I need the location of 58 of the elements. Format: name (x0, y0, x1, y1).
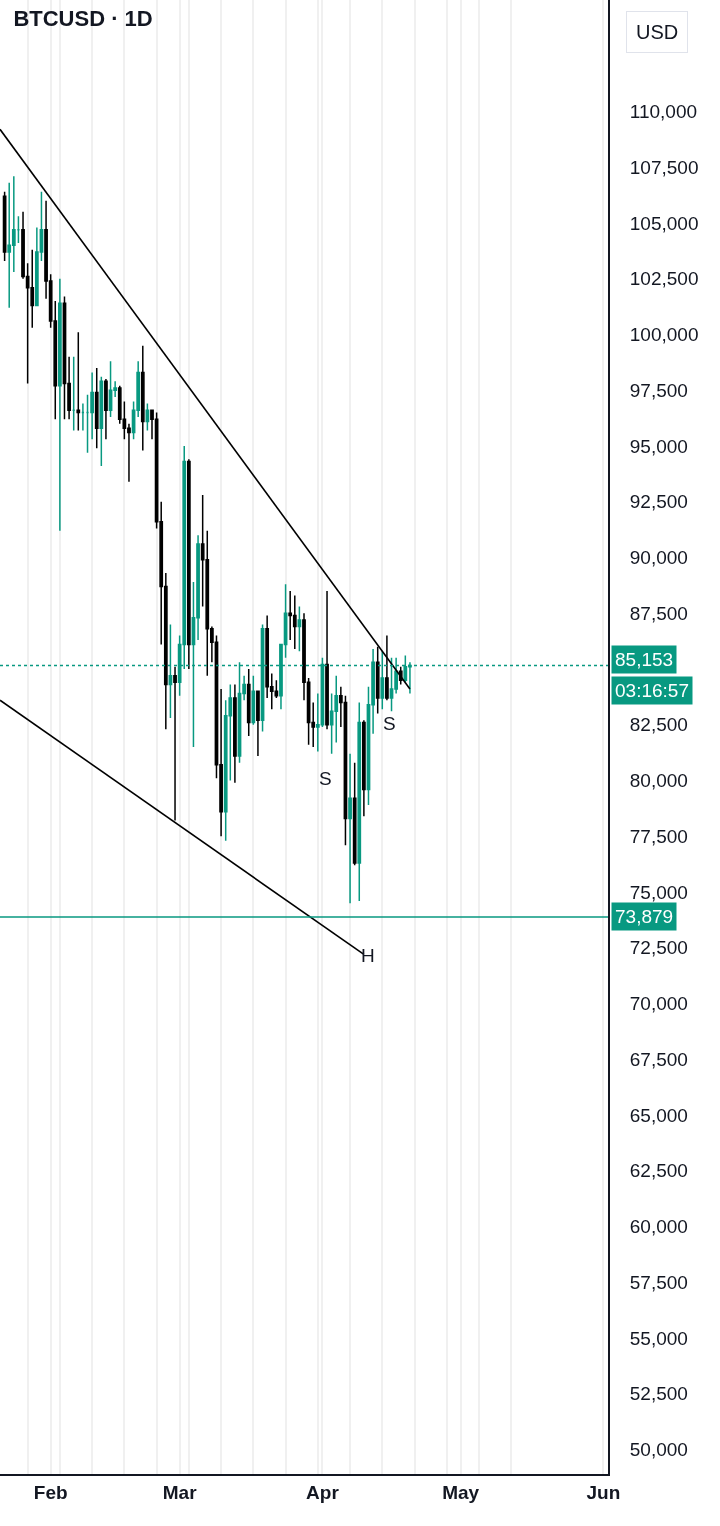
candlestick (357, 701, 362, 902)
candlestick (325, 590, 329, 730)
x-tick-label: Apr (306, 1481, 340, 1503)
y-tick-label: 52,500 (629, 1383, 688, 1405)
candlestick (256, 690, 260, 757)
y-tick-label: 92,500 (629, 491, 688, 513)
candlestick (140, 344, 145, 452)
candlestick (76, 331, 81, 432)
candlestick (71, 356, 76, 432)
y-tick-label: 55,000 (629, 1327, 688, 1349)
candlestick (81, 402, 85, 432)
y-tick-label: 75,000 (629, 881, 688, 903)
candlestick (352, 761, 357, 866)
y-tick-label: 87,500 (629, 602, 688, 624)
candlestick (297, 605, 302, 652)
candlestick (233, 683, 237, 784)
y-tick-label: 105,000 (629, 212, 699, 234)
candlestick (108, 360, 113, 418)
candlestick (58, 277, 62, 532)
y-tick-label: 102,500 (629, 268, 699, 290)
y-tick-label: 57,500 (629, 1271, 688, 1293)
annotation: S (383, 713, 396, 734)
candlestick (251, 674, 256, 726)
candlestick (246, 668, 251, 737)
y-tick-label: 97,500 (629, 379, 688, 401)
y-tick-label: 90,000 (629, 547, 688, 569)
candlestick (362, 719, 366, 817)
candlestick (292, 594, 297, 650)
y-tick-label: 95,000 (629, 435, 688, 457)
y-tick-label: 77,500 (629, 825, 688, 847)
text: 03:16:57 (615, 680, 689, 701)
y-tick-label: 50,000 (629, 1439, 688, 1461)
candlestick (348, 752, 352, 904)
x-tick-label: May (442, 1481, 480, 1503)
y-tick-label: 80,000 (629, 770, 688, 792)
y-tick-label: 70,000 (629, 993, 688, 1015)
y-tick-label: 65,000 (629, 1104, 688, 1126)
candlestick (94, 367, 99, 449)
ref-line-label: 85,153 (615, 649, 674, 670)
y-tick-label: 62,500 (629, 1160, 688, 1182)
x-tick-label: Feb (33, 1481, 68, 1503)
annotation: H (361, 945, 375, 966)
annotation: S (319, 768, 332, 789)
y-tick-label: 107,500 (629, 156, 699, 178)
text: USD (636, 21, 679, 43)
ref-line-label: 73,879 (615, 906, 674, 927)
candlestick (104, 378, 108, 441)
x-tick-label: Mar (162, 1481, 198, 1503)
candlestick (99, 376, 104, 467)
y-tick-label: 82,500 (629, 714, 688, 736)
y-tick-label: 100,000 (629, 324, 699, 346)
candlestick (186, 458, 191, 670)
y-tick-label: 110,000 (629, 101, 698, 123)
x-tick-label: Jun (586, 1481, 621, 1503)
y-tick-label: 72,500 (629, 937, 688, 959)
y-tick-label: 60,000 (629, 1216, 688, 1238)
chart-title: BTCUSD · 1D (13, 6, 153, 32)
y-tick-label: 67,500 (629, 1048, 688, 1070)
